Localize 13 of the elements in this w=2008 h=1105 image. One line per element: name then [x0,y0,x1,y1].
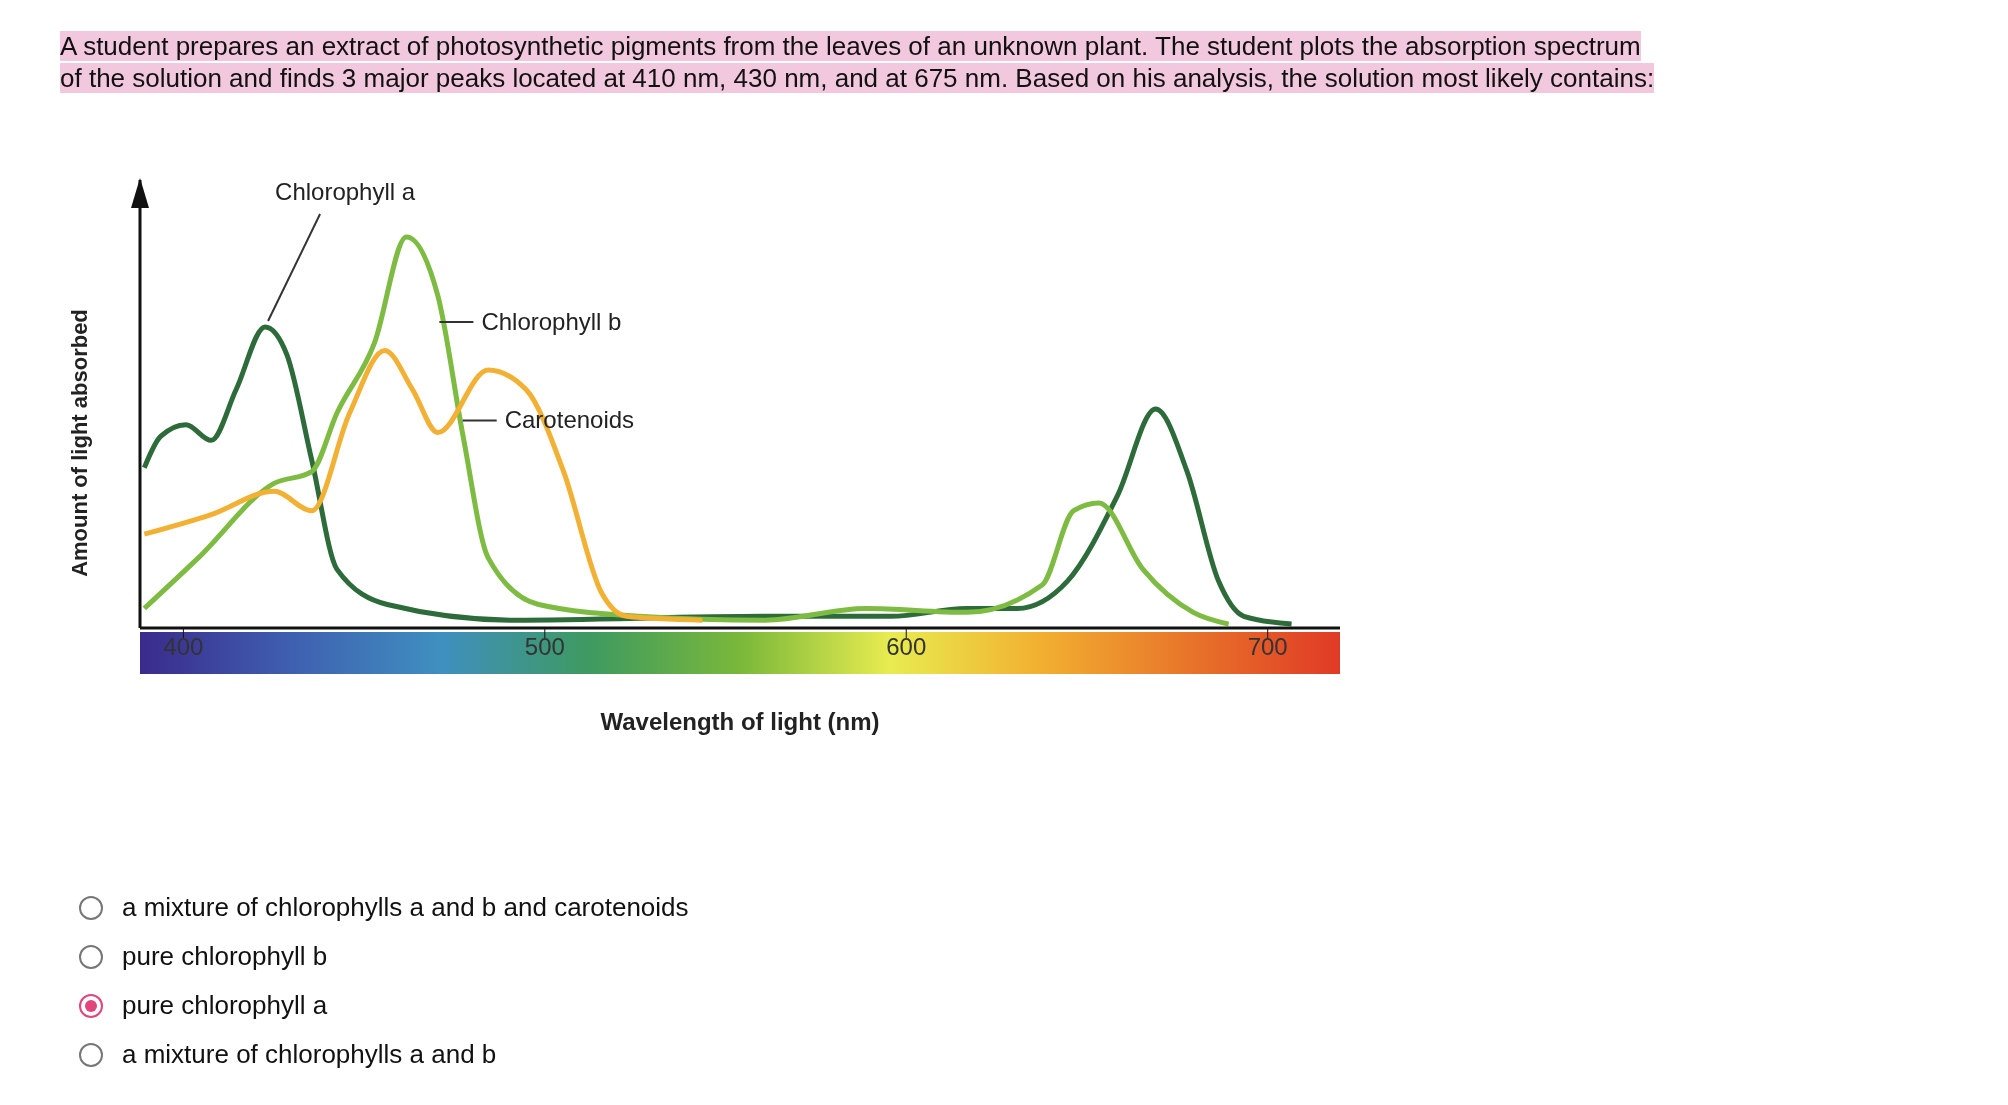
text: Chlorophyll a [275,178,416,205]
x-axis-title: Wavelength of light (nm) [599,708,881,736]
chart-title: A student prepares an extract of photosynthetic pigments from the leaves of an unknown plant. The student plots the absorption spectrum of the solution and finds 3 major peaks located at 410 nm, 430 nm, and at 675 nm. Based on his analysis, the solution most likely contains: [60,31,1655,93]
x-tick-label: 600 [886,633,927,661]
x-tick-label: 500 [524,633,565,661]
text: pure chlorophyll b [122,941,328,972]
x-tick-label: 400 [163,633,204,661]
text: a mixture of chlorophylls a and b and carotenoids [122,892,689,923]
y-axis-title: Amount of light absorbed [67,309,93,577]
text: a mixture of chlorophylls a and b [122,1039,497,1070]
x-tick-label: 700 [1247,633,1288,661]
text: pure chlorophyll a [122,990,328,1021]
series-label: Chlorophyll b [481,308,622,336]
